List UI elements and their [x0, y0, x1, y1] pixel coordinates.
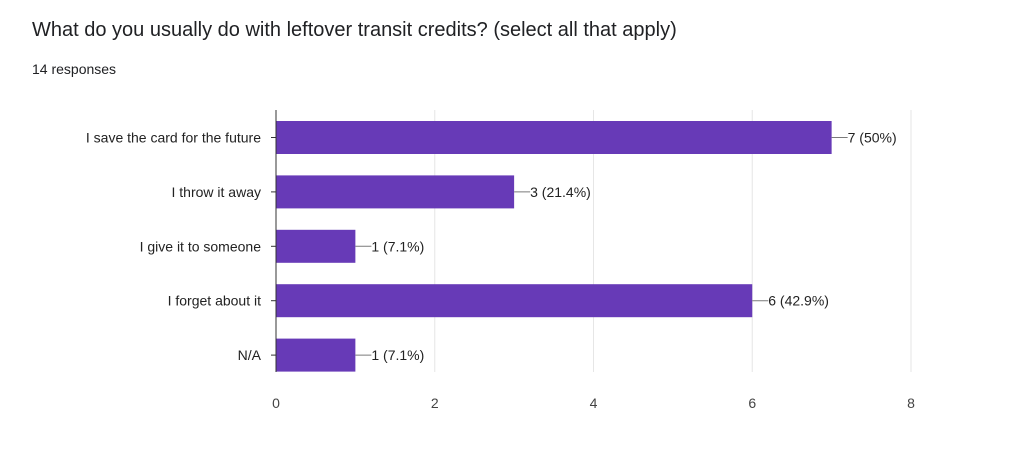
category-label: I give it to someone — [140, 238, 262, 254]
axis — [271, 110, 277, 372]
leader-lines — [355, 137, 848, 356]
question-title: What do you usually do with leftover tra… — [32, 19, 677, 41]
response-count: 14 responses — [32, 61, 117, 77]
bars — [276, 121, 832, 372]
x-tick-label: 4 — [590, 395, 598, 411]
x-tick-label: 2 — [431, 395, 439, 411]
x-tick-label: 0 — [272, 395, 280, 411]
bar — [276, 229, 356, 263]
data-label: 3 (21.4%) — [530, 184, 591, 200]
bar — [276, 175, 515, 209]
x-tick-label: 8 — [907, 395, 915, 411]
data-label: 1 (7.1%) — [371, 238, 424, 254]
bar — [276, 338, 356, 372]
x-tick-label: 6 — [748, 395, 756, 411]
labels: 0 2 4 6 8 I save the card for the future 7 (50… — [86, 130, 915, 412]
bar — [276, 284, 753, 318]
data-label: 6 (42.9%) — [768, 293, 829, 309]
category-label: I throw it away — [172, 184, 261, 200]
data-label: 1 (7.1%) — [371, 347, 424, 363]
category-label: I forget about it — [168, 293, 262, 309]
category-label: N/A — [238, 347, 262, 363]
bar — [276, 121, 832, 154]
category-label: I save the card for the future — [86, 130, 261, 146]
data-label: 7 (50%) — [848, 130, 897, 146]
